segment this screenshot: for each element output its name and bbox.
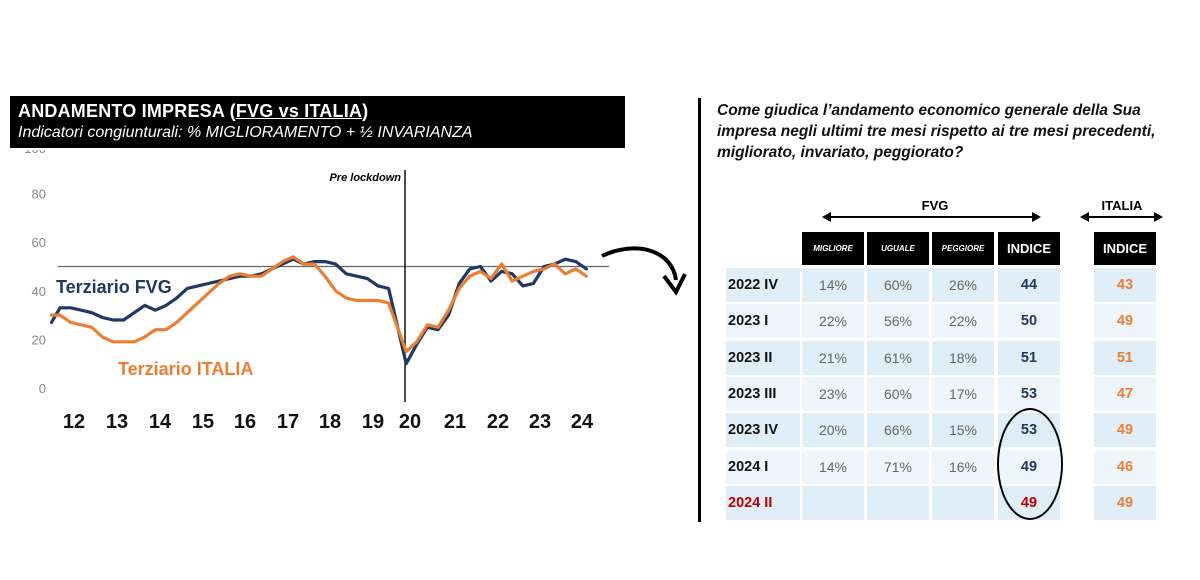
cell-peggiore: 26% — [932, 268, 994, 302]
col-uguale: UGUALE — [867, 232, 929, 265]
x-tick-label: 21 — [444, 411, 466, 433]
row-label: 2023 IV — [726, 413, 800, 448]
x-tick-label: 13 — [106, 411, 128, 433]
cell-indice: 44 — [998, 268, 1060, 302]
cell-uguale: 60% — [867, 268, 929, 302]
cell-peggiore: 15% — [932, 413, 994, 448]
italia-arrow-right-icon — [1154, 212, 1163, 222]
series-label-fvg: Terziario FVG — [56, 277, 172, 297]
cell-migliore: 20% — [802, 413, 864, 448]
cell-indice: 53 — [998, 376, 1060, 411]
cell-italia: 46 — [1094, 449, 1156, 484]
title-prefix: ANDAMENTO IMPRESA ( — [18, 101, 236, 121]
x-tick-label: 24 — [571, 411, 594, 433]
col-italia-indice: INDICE — [1094, 232, 1156, 265]
cell-italia: 49 — [1094, 304, 1156, 339]
chart-subtitle: Indicatori congiunturali: % MIGLIORAMENT… — [18, 124, 473, 141]
title-suffix: ) — [362, 101, 369, 121]
cell-peggiore: 16% — [932, 449, 994, 484]
series-line-italia — [49, 255, 589, 354]
cell-peggiore — [932, 485, 994, 520]
row-label: 2024 II — [726, 485, 800, 520]
row-label: 2022 IV — [726, 268, 800, 302]
vertical-divider — [698, 98, 701, 522]
y-tick-label: 80 — [32, 187, 46, 202]
x-tick-label: 20 — [399, 411, 421, 433]
x-tick-label: 22 — [487, 411, 509, 433]
annotation-pre-lockdown: Pre lockdown — [329, 172, 401, 184]
line-chart: 100 0 20 40 60 80 Pre lockdown Terziario FVG Ter… — [24, 150, 610, 433]
fvg-arrow-right-icon — [1032, 212, 1041, 222]
col-peggiore: PEGGIORE — [932, 232, 994, 265]
x-tick-label: 12 — [63, 411, 85, 433]
x-tick-label: 18 — [319, 411, 341, 433]
cell-italia: 47 — [1094, 376, 1156, 411]
x-tick-label: 16 — [234, 411, 256, 433]
cell-peggiore: 22% — [932, 304, 994, 339]
series-line-fvg — [49, 257, 589, 366]
y-tick-label: 20 — [32, 332, 46, 347]
fvg-arrow-left-icon — [822, 212, 831, 222]
row-label: 2024 I — [726, 449, 800, 484]
curved-arrow-icon — [601, 246, 687, 296]
group-italia: ITALIA — [1101, 198, 1143, 213]
cell-indice: 50 — [998, 304, 1060, 339]
cell-italia: 43 — [1094, 268, 1156, 302]
title-box: ANDAMENTO IMPRESA (FVG vs ITALIA) Indica… — [10, 96, 625, 148]
row-label: 2023 I — [726, 304, 800, 339]
row-label: 2023 II — [726, 340, 800, 375]
table-row: 2023 III 23% 60% 17% 53 47 — [0, 376, 1200, 411]
cell-peggiore: 18% — [932, 340, 994, 375]
title-underlined: FVG vs ITALIA — [235, 101, 363, 121]
cell-uguale: 60% — [867, 376, 929, 411]
fvg-arrow-line — [830, 216, 1032, 218]
cell-uguale: 61% — [867, 340, 929, 375]
y-tick-label-100: 100 — [24, 150, 46, 156]
table-row: 2022 IV 14% 60% 26% 44 43 — [0, 268, 1200, 302]
x-tick-label: 19 — [362, 411, 384, 433]
cell-migliore: 14% — [802, 449, 864, 484]
cell-migliore: 22% — [802, 304, 864, 339]
cell-migliore — [802, 485, 864, 520]
row-label: 2023 III — [726, 376, 800, 411]
group-fvg: FVG — [910, 198, 960, 213]
cell-migliore: 23% — [802, 376, 864, 411]
col-indice: INDICE — [998, 232, 1060, 265]
cell-migliore: 14% — [802, 268, 864, 302]
table-row: 2023 II 21% 61% 18% 51 51 — [0, 340, 1200, 375]
x-tick-label: 17 — [277, 411, 299, 433]
cell-italia: 51 — [1094, 340, 1156, 375]
x-tick-label: 14 — [149, 411, 172, 433]
x-tick-label: 15 — [192, 411, 214, 433]
italia-arrow-left-icon — [1080, 212, 1089, 222]
cell-uguale: 66% — [867, 413, 929, 448]
y-tick-label: 0 — [39, 381, 46, 396]
cell-indice: 51 — [998, 340, 1060, 375]
table-row: 2024 I 14% 71% 16% 49 46 — [0, 449, 1200, 484]
table-row: 2023 I 22% 56% 22% 50 49 — [0, 304, 1200, 339]
y-tick-label: 40 — [32, 284, 46, 299]
series-label-italia: Terziario ITALIA — [118, 359, 253, 379]
cell-uguale: 56% — [867, 304, 929, 339]
col-migliore: MIGLIORE — [802, 232, 864, 265]
cell-uguale — [867, 485, 929, 520]
italia-arrow-line — [1088, 216, 1154, 218]
y-tick-label: 60 — [32, 235, 46, 250]
cell-italia: 49 — [1094, 485, 1156, 520]
x-tick-label: 23 — [529, 411, 551, 433]
chart-title: ANDAMENTO IMPRESA (FVG vs ITALIA) — [18, 100, 625, 122]
cell-uguale: 71% — [867, 449, 929, 484]
highlight-oval — [997, 408, 1063, 520]
survey-question: Come giudica l’andamento economico gener… — [717, 102, 1156, 161]
cell-peggiore: 17% — [932, 376, 994, 411]
cell-italia: 49 — [1094, 413, 1156, 448]
cell-migliore: 21% — [802, 340, 864, 375]
